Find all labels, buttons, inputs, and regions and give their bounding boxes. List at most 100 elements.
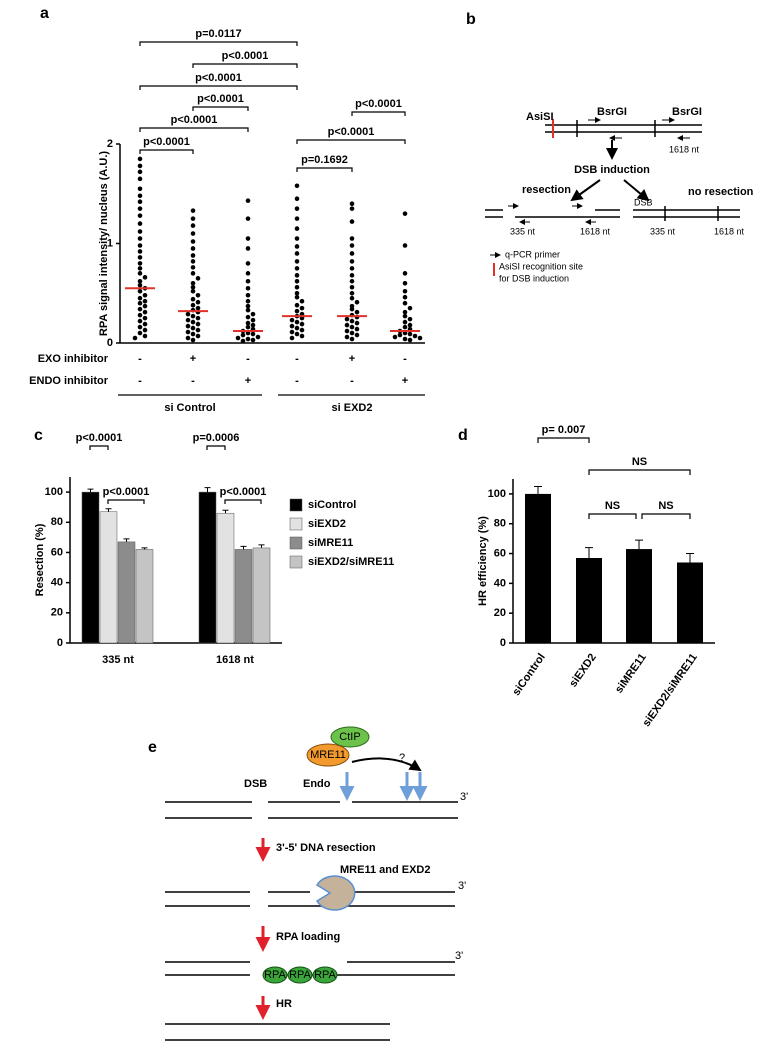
dot — [250, 337, 256, 343]
y-tick-label: 40 — [51, 577, 63, 589]
dot — [185, 317, 191, 323]
bar — [81, 491, 100, 644]
bracket — [192, 106, 249, 111]
legend-label: siEXD2 — [308, 518, 346, 530]
dot — [245, 216, 251, 221]
p-value: p=0.0117 — [195, 28, 241, 40]
y-tick-label: 0 — [500, 637, 506, 649]
y-tick-label: 1 — [107, 237, 113, 249]
y-axis-label: HR efficiency (%) — [477, 516, 489, 606]
dot — [349, 284, 355, 290]
y-tick-label: 100 — [45, 486, 63, 498]
dot — [354, 326, 360, 332]
bar — [234, 549, 253, 644]
dot — [137, 163, 143, 169]
dot — [190, 302, 196, 308]
label: RPA loading — [276, 931, 340, 943]
dot — [137, 236, 143, 241]
p-value: p=0.0006 — [193, 432, 240, 444]
dot — [137, 306, 143, 312]
label: BsrGI — [672, 106, 702, 118]
dot — [132, 335, 138, 341]
dot — [137, 221, 143, 226]
dot — [190, 253, 196, 258]
dot — [245, 336, 251, 342]
dot — [294, 226, 300, 231]
dot — [299, 305, 305, 311]
dot — [137, 271, 143, 276]
row-mark: - — [138, 375, 142, 387]
error-bar — [123, 538, 130, 542]
label: AsiSI — [526, 111, 554, 123]
p-value: p<0.0001 — [143, 136, 190, 148]
dot — [294, 290, 300, 296]
legend-swatch — [289, 555, 303, 569]
dot — [195, 276, 201, 281]
dot — [190, 246, 196, 251]
label: 3'-5' DNA resection — [276, 842, 376, 854]
y-tick-label: 100 — [488, 488, 506, 500]
label: RPA — [314, 969, 336, 981]
dot — [294, 308, 300, 314]
dot — [245, 292, 251, 298]
p-value: NS — [632, 456, 647, 468]
dot — [294, 216, 300, 221]
diagram-e: CtIP MRE11 ? DSB Endo 3' 3'-5' DNA resec… — [165, 726, 468, 1041]
dot — [190, 337, 196, 343]
dot — [354, 309, 360, 315]
dot — [142, 315, 148, 321]
p-value: p=0.1692 — [301, 154, 348, 166]
dot — [245, 261, 251, 266]
label: 3' — [455, 950, 463, 962]
dot — [137, 288, 143, 294]
dot — [185, 335, 191, 341]
dot — [195, 292, 201, 298]
dot — [137, 324, 143, 330]
bar — [677, 562, 703, 643]
p-value: p<0.0001 — [171, 114, 218, 126]
dot — [195, 327, 201, 333]
p-value: p<0.0001 — [220, 486, 267, 498]
bracket — [139, 149, 194, 154]
dot — [294, 259, 300, 264]
dot — [240, 332, 246, 338]
dot — [137, 193, 143, 199]
dot — [137, 243, 143, 248]
diagram-b: AsiSI BsrGI BsrGI 1618 nt DSB induction … — [485, 106, 754, 283]
dot — [142, 321, 148, 327]
y-tick-label: 20 — [51, 607, 63, 619]
dot — [142, 327, 148, 333]
label: 1618 nt — [669, 144, 700, 154]
y-tick-label: 0 — [57, 637, 63, 649]
dot — [137, 312, 143, 318]
dot — [245, 303, 251, 309]
p-value: p= 0.007 — [542, 424, 586, 436]
bracket — [588, 513, 637, 519]
dot — [294, 294, 300, 300]
dot — [190, 325, 196, 331]
label: MRE11 — [310, 749, 346, 761]
bar — [576, 558, 602, 643]
dot — [245, 320, 251, 326]
bar — [198, 491, 217, 644]
dot — [255, 334, 261, 340]
bracket — [641, 513, 691, 519]
dot — [294, 244, 300, 249]
dot — [240, 338, 246, 344]
dot — [137, 213, 143, 218]
label: BsrGI — [597, 106, 627, 118]
label: no resection — [688, 186, 754, 198]
dot — [349, 318, 355, 324]
row-mark: - — [295, 353, 299, 365]
dot — [294, 319, 300, 325]
label: CtIP — [339, 731, 360, 743]
dot — [289, 323, 295, 329]
dot — [349, 290, 355, 296]
y-axis-label: Resection (%) — [34, 523, 46, 596]
error-bar — [686, 553, 694, 563]
dot — [142, 303, 148, 309]
dot — [195, 333, 201, 339]
legend-swatch — [289, 536, 303, 550]
dot — [142, 292, 148, 298]
dot — [245, 314, 251, 320]
